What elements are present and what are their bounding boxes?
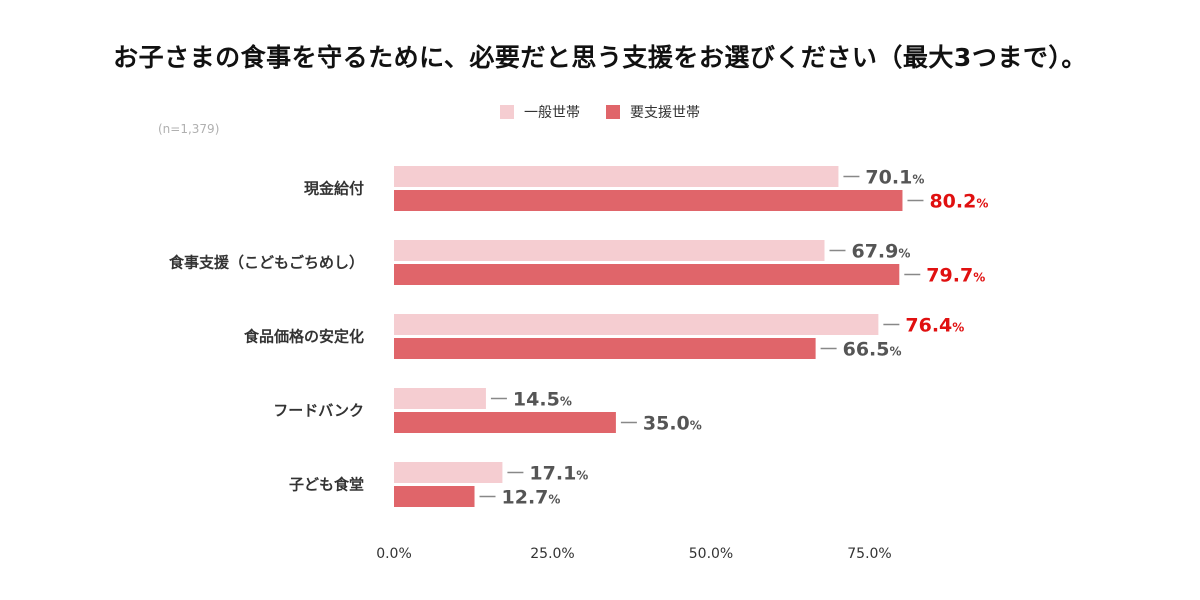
legend-item-support: 要支援世帯: [606, 102, 700, 122]
value-label: 79.7%: [926, 265, 985, 287]
sample-size-note: (n=1,379): [158, 122, 220, 136]
x-tick-label: 75.0%: [847, 546, 891, 562]
value-unit: %: [548, 493, 560, 507]
value-label: 17.1%: [529, 463, 588, 485]
category-label: 食事支援（こどもごちめし）: [169, 254, 364, 272]
legend-swatch-general: [500, 105, 514, 119]
legend-label-support: 要支援世帯: [630, 105, 700, 121]
category-label: フードバンク: [273, 402, 364, 420]
x-tick-label: 0.0%: [376, 546, 412, 562]
value-label: 14.5%: [513, 389, 572, 411]
bar-general: [394, 388, 486, 409]
bar-support: [394, 338, 816, 359]
value-unit: %: [912, 173, 924, 187]
category-label: 食品価格の安定化: [244, 328, 364, 346]
bar-support: [394, 486, 475, 507]
bar-support: [394, 190, 903, 211]
x-tick-label: 50.0%: [689, 546, 733, 562]
value-label: 70.1%: [865, 167, 924, 189]
value-label: 66.5%: [843, 339, 902, 361]
value-label: 76.4%: [905, 315, 964, 337]
value-unit: %: [890, 345, 902, 359]
legend-label-general: 一般世帯: [524, 105, 580, 121]
value-unit: %: [898, 247, 910, 261]
bar-general: [394, 314, 879, 335]
x-tick-label: 25.0%: [530, 546, 574, 562]
value-label: 80.2%: [929, 191, 988, 213]
value-label: 67.9%: [851, 241, 910, 263]
bar-support: [394, 412, 616, 433]
bar-general: [394, 166, 839, 187]
legend: 一般世帯 要支援世帯: [0, 102, 1200, 122]
category-label: 子ども食堂: [289, 476, 364, 494]
value-unit: %: [690, 419, 702, 433]
value-unit: %: [576, 469, 588, 483]
value-label: 12.7%: [502, 487, 561, 509]
value-label: 35.0%: [643, 413, 702, 435]
category-label: 現金給付: [304, 180, 364, 198]
bar-support: [394, 264, 900, 285]
legend-swatch-support: [606, 105, 620, 119]
bar-general: [394, 240, 825, 261]
value-unit: %: [973, 271, 985, 285]
value-unit: %: [976, 197, 988, 211]
chart-title: お子さまの食事を守るために、必要だと思う支援をお選びください（最大3つまで）。: [113, 43, 1087, 72]
value-unit: %: [952, 321, 964, 335]
value-unit: %: [560, 395, 572, 409]
bar-general: [394, 462, 503, 483]
legend-item-general: 一般世帯: [500, 102, 580, 122]
